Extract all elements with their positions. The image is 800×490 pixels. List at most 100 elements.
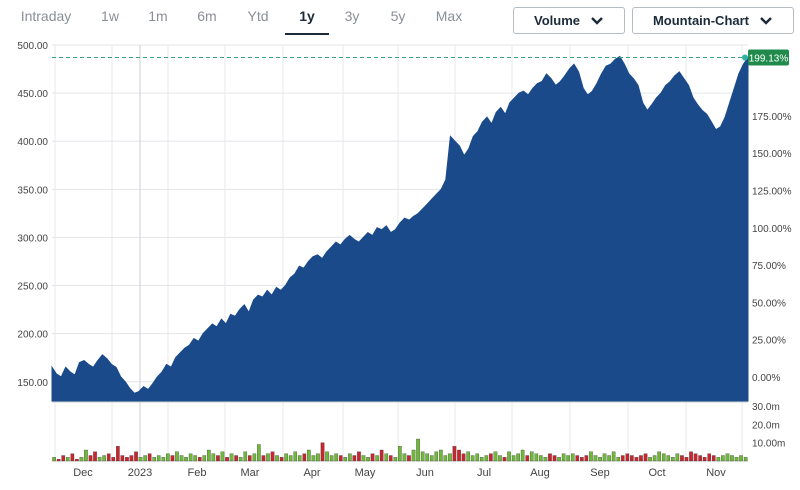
- x-tick-label: Mar: [241, 467, 260, 479]
- volume-bar: [238, 457, 243, 462]
- tab-6m[interactable]: 6m: [197, 8, 217, 24]
- volume-bar: [666, 455, 671, 462]
- volume-bar: [170, 455, 175, 462]
- volume-bar: [311, 455, 316, 462]
- price-chart[interactable]: 500.00 450.00 400.00 350.00 300.00 250.00 200.…: [0, 40, 800, 490]
- volume-bar: [307, 449, 311, 462]
- volume-bar: [143, 455, 147, 462]
- percent-tick-label: 100.00%: [752, 224, 792, 235]
- volume-bar: [293, 451, 298, 462]
- volume-bar: [466, 451, 470, 462]
- x-tick-label: Apr: [303, 467, 320, 479]
- volume-bar: [134, 451, 138, 462]
- x-tick-label: Sep: [590, 467, 610, 479]
- volume-bar: [120, 455, 125, 462]
- tab-1m[interactable]: 1m: [148, 8, 168, 24]
- volume-bar: [229, 453, 234, 462]
- chart-type-dropdown[interactable]: Mountain-Chart: [632, 7, 794, 34]
- volume-bar: [216, 455, 220, 462]
- volume-bar: [379, 449, 384, 462]
- volume-bar: [502, 457, 507, 462]
- price-tick-label: 350.00: [17, 185, 48, 196]
- volume-bar: [639, 455, 643, 462]
- volume-bar: [129, 455, 134, 462]
- volume-bar: [184, 457, 188, 462]
- volume-bar: [434, 451, 439, 462]
- volume-bar: [70, 453, 75, 462]
- volume-bar: [734, 457, 739, 462]
- volume-bar: [357, 451, 361, 462]
- volume-bar: [630, 455, 634, 462]
- percent-tick-label: 150.00%: [752, 149, 792, 160]
- x-tick-label: Aug: [530, 467, 550, 479]
- x-tick-label: Jul: [477, 467, 491, 479]
- tab-intraday[interactable]: Intraday: [20, 8, 72, 24]
- volume-bar: [56, 459, 61, 462]
- volume-bar: [52, 457, 56, 462]
- volume-dropdown[interactable]: Volume: [513, 7, 625, 34]
- volume-bar: [247, 455, 252, 462]
- volume-bar: [106, 453, 111, 462]
- x-tick-label: Dec: [73, 467, 93, 479]
- volume-bar: [702, 457, 707, 462]
- tab-1w[interactable]: 1w: [101, 8, 119, 24]
- volume-bar: [393, 457, 398, 462]
- tab-3y[interactable]: 3y: [344, 8, 360, 24]
- volume-bar: [725, 453, 730, 462]
- volume-bar: [348, 453, 352, 462]
- percent-tick-label: 175.00%: [752, 112, 792, 123]
- volume-bar: [138, 457, 143, 462]
- volume-bar: [370, 453, 375, 462]
- volume-bar: [197, 457, 202, 462]
- volume-bar: [516, 453, 520, 462]
- volume-bar: [156, 455, 161, 462]
- volume-bar: [193, 455, 197, 462]
- volume-bar: [84, 449, 88, 462]
- volume-bar: [689, 451, 693, 462]
- x-tick-label: Nov: [706, 467, 726, 479]
- volume-bar: [65, 457, 70, 462]
- volume-bar: [511, 455, 516, 462]
- volume-bar: [470, 455, 475, 462]
- volume-bar: [443, 455, 448, 462]
- volume-bar: [88, 455, 93, 462]
- volume-bar: [498, 455, 502, 462]
- volume-bar: [711, 455, 716, 462]
- volume-bar: [607, 455, 611, 462]
- percent-tick-label: 25.00%: [752, 336, 786, 347]
- volume-bar: [680, 455, 684, 462]
- volume-bar: [743, 457, 748, 462]
- volume-bar: [575, 455, 580, 462]
- volume-bar: [398, 446, 402, 462]
- tab-5y[interactable]: 5y: [390, 8, 406, 24]
- volume-bar: [329, 455, 334, 462]
- volume-bar: [507, 451, 511, 462]
- price-tick-label: 300.00: [17, 233, 48, 244]
- volume-bar: [175, 451, 179, 462]
- tab-max[interactable]: Max: [435, 8, 463, 24]
- tab-ytd[interactable]: Ytd: [247, 8, 269, 24]
- price-area: [51, 54, 749, 402]
- tab-1y[interactable]: 1y: [299, 8, 315, 24]
- volume-bar: [207, 449, 211, 462]
- volume-bar: [79, 457, 84, 462]
- volume-bar: [707, 453, 712, 462]
- volume-bar: [257, 444, 261, 462]
- percent-change-badge: [748, 49, 789, 66]
- volume-bar: [316, 453, 320, 462]
- volume-bar: [661, 453, 666, 462]
- volume-bar: [648, 457, 652, 462]
- volume-tick-label: 10.00m: [752, 439, 785, 450]
- volume-bar: [152, 457, 157, 462]
- volume-bar: [211, 453, 216, 462]
- volume-bar: [539, 455, 543, 462]
- volume-bar: [589, 451, 593, 462]
- volume-bar: [411, 449, 416, 462]
- x-tick-label: May: [355, 467, 376, 479]
- volume-bar: [548, 453, 552, 462]
- volume-bar: [448, 453, 452, 462]
- volume-bar: [557, 457, 561, 462]
- volume-bar: [125, 457, 129, 462]
- volume-bar: [61, 455, 66, 462]
- volume-bar: [698, 455, 702, 462]
